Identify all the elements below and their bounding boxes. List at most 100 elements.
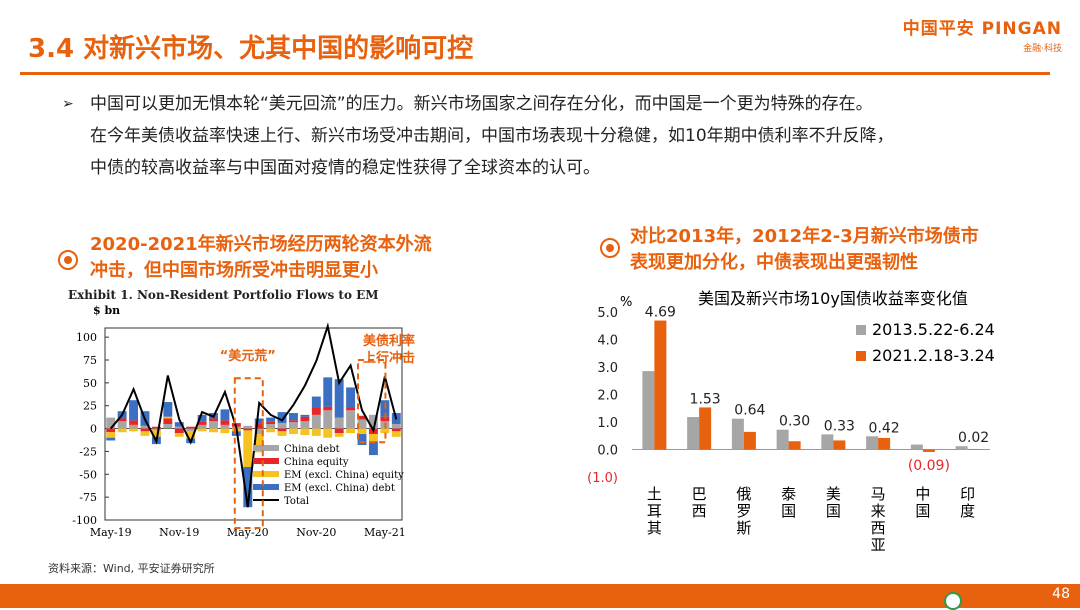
x-tick-label: Nov-19 <box>159 526 199 539</box>
yield-bar <box>878 437 891 450</box>
flow-bar-segment <box>334 428 344 434</box>
legend-swatch <box>856 351 866 361</box>
legend-label: 2021.2.18-3.24 <box>872 346 995 365</box>
left-callout: 2020-2021年新兴市场经历两轮资本外流 冲击，但中国市场所受冲击明显更小 <box>90 232 470 284</box>
flow-bar-segment <box>151 430 161 437</box>
logo-text: 中国平安 PINGAN <box>902 19 1062 39</box>
flow-bar-segment <box>220 420 230 425</box>
category-label-char: 来 <box>871 502 886 520</box>
category-label-char: 马 <box>871 485 886 503</box>
y-tick-label: 2.0 <box>597 389 618 404</box>
yield-bar <box>743 431 756 450</box>
flow-bar-segment <box>346 407 356 411</box>
y-tick-label: -100 <box>72 514 97 527</box>
right-callout: 对比2013年，2012年2-3月新兴市场债市 表现更加分化，中债表现出更强韧性 <box>630 224 1030 276</box>
flow-bar-segment <box>346 428 356 434</box>
flow-bar-segment <box>106 432 116 438</box>
y-tick-label: 0 <box>90 423 97 436</box>
y-axis-unit: % <box>620 295 632 310</box>
flow-bar-segment <box>174 422 184 427</box>
flow-bar-segment <box>334 379 344 418</box>
company-logo: 中国平安 PINGAN 金融·科技 <box>903 14 1062 54</box>
footer-logo-icon <box>944 592 962 610</box>
legend-swatch <box>856 325 866 335</box>
flow-bar-segment <box>220 424 230 429</box>
yield-bar <box>699 407 712 450</box>
flow-bar-segment <box>368 434 378 442</box>
category-label-char: 印 <box>960 485 975 503</box>
y-tick-label: -75 <box>79 491 97 504</box>
data-label: 0.42 <box>869 420 900 436</box>
plot-frame <box>104 327 403 521</box>
flow-bar-segment <box>140 428 150 432</box>
flow-bar-segment <box>311 396 321 408</box>
flow-bar-segment <box>357 419 367 429</box>
slide-title: 3.4 对新兴市场、尤其中国的影响可控 <box>28 34 474 64</box>
title-underline <box>20 72 1050 75</box>
flow-bar-segment <box>357 428 367 435</box>
yield-bar <box>821 434 834 450</box>
yield-bar <box>910 444 923 450</box>
flow-bar-segment <box>129 400 139 421</box>
flow-bar-segment <box>243 466 253 508</box>
data-label: (0.09) <box>908 458 950 474</box>
x-tick-label: May-21 <box>364 526 406 539</box>
flow-bar-segment <box>186 431 196 439</box>
flow-bar-segment <box>289 428 298 435</box>
yield-bar <box>866 436 879 450</box>
category-label-char: 耳 <box>647 502 662 520</box>
data-label: 1.53 <box>690 391 721 407</box>
flow-bar-segment <box>220 428 230 434</box>
category-label-char: 俄 <box>736 485 751 503</box>
y-tick-label: (1.0) <box>587 471 618 486</box>
legend-label: 2013.5.22-6.24 <box>872 320 995 339</box>
flow-bar-segment <box>140 425 150 429</box>
category-label-char: 西 <box>692 502 707 520</box>
flow-bar-segment <box>266 417 276 422</box>
treasury-shock-annotation: 上行冲击 <box>363 350 415 366</box>
x-tick-label: May-19 <box>90 526 132 539</box>
bullet-arrow-icon: ➢ <box>62 96 74 112</box>
flow-bar-segment <box>357 434 367 446</box>
flow-bar-segment <box>117 428 127 433</box>
y-tick-label: 0.0 <box>597 444 618 459</box>
yield-bar <box>642 371 655 450</box>
flow-bar-segment <box>323 406 333 411</box>
data-label: 0.30 <box>779 414 810 430</box>
legend-label: Total <box>284 496 309 507</box>
flow-bar-segment <box>117 418 127 422</box>
flow-bar-segment <box>300 428 310 435</box>
category-label-char: 中 <box>915 485 930 503</box>
flow-bar-segment <box>186 428 196 432</box>
flow-bar-segment <box>197 421 207 425</box>
flow-bar-segment <box>289 420 298 423</box>
intro-line: 在今年美债收益率快速上行、新兴市场受冲击期间，中国市场表现十分稳健，如10年期中… <box>90 126 894 146</box>
flow-bar-segment <box>209 418 218 422</box>
flow-bar-segment <box>140 431 150 436</box>
flow-bar-segment <box>300 414 310 417</box>
category-label-char: 国 <box>781 502 796 520</box>
data-label: 4.69 <box>645 305 676 321</box>
category-label-char: 土 <box>647 485 662 503</box>
flow-bar-segment <box>174 428 184 434</box>
treasury-shock-annotation: 美债利率 <box>363 333 415 349</box>
category-label-char: 国 <box>915 502 930 520</box>
intro-paragraph: ➢ 中国可以更加无惧本轮“美元回流”的压力。新兴市场国家之间存在分化，而中国是一… <box>62 88 1052 184</box>
flow-bar-segment <box>368 414 378 429</box>
right-chart-title: 美国及新兴市场10y国债收益率变化值 <box>698 289 968 308</box>
page-number: 48 <box>1052 586 1070 602</box>
category-label-char: 国 <box>826 502 841 520</box>
yield-bar <box>922 449 935 452</box>
flow-bar-segment <box>151 428 161 431</box>
x-tick-label: Nov-20 <box>296 526 336 539</box>
y-tick-label: 25 <box>83 400 97 413</box>
yield-bar <box>967 448 980 450</box>
flow-bar-segment <box>254 423 264 429</box>
callout-line: 2020-2021年新兴市场经历两轮资本外流 <box>90 234 432 255</box>
flow-bar-segment <box>266 424 276 429</box>
yield-bar <box>776 429 789 450</box>
y-tick-label: 50 <box>83 377 97 390</box>
x-tick-label: May-20 <box>227 526 269 539</box>
flow-bar-segment <box>129 428 139 432</box>
data-label: 0.33 <box>824 418 855 434</box>
